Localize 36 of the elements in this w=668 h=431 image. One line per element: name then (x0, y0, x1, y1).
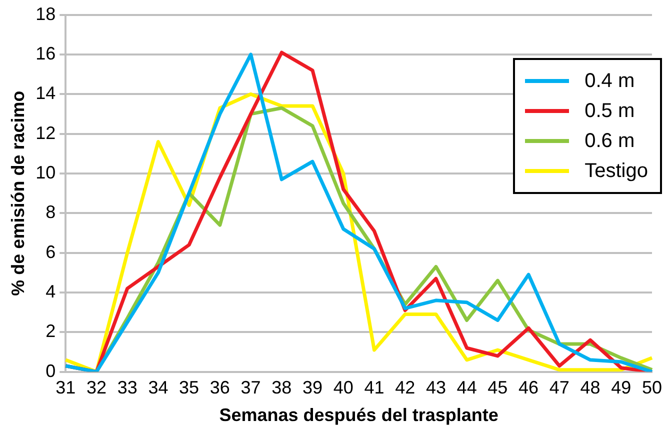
x-tick-label: 33 (117, 378, 138, 398)
x-tick-label: 34 (148, 378, 168, 398)
legend-label: 0.4 m (584, 70, 635, 92)
y-tick-label: 0 (46, 360, 56, 381)
x-tick-label: 47 (549, 378, 570, 398)
x-tick-label: 50 (642, 378, 662, 398)
x-tick-label: 48 (580, 378, 600, 398)
x-tick-label: 43 (426, 378, 446, 398)
y-tick-label: 8 (46, 202, 56, 222)
x-tick-label: 36 (210, 378, 230, 398)
x-tick-label: 37 (240, 378, 261, 398)
y-tick-label: 4 (46, 281, 56, 302)
x-tick-label: 42 (395, 378, 416, 398)
y-axis-title: % de emisión de racimo (8, 90, 28, 296)
y-tick-label: 14 (36, 83, 56, 104)
y-tick-label: 12 (36, 122, 56, 143)
x-tick-label: 32 (86, 378, 106, 398)
legend-label: 0.6 m (584, 130, 635, 152)
x-tick-label: 38 (272, 378, 292, 398)
y-tick-label: 2 (46, 321, 56, 342)
legend-label: 0.5 m (584, 100, 635, 122)
y-tick-label: 18 (36, 4, 56, 24)
x-tick-label: 31 (56, 378, 76, 398)
y-tick-label: 6 (46, 242, 56, 262)
x-tick-label: 41 (364, 378, 384, 398)
y-tick-label: 16 (36, 43, 56, 64)
x-tick-label: 44 (456, 378, 477, 398)
x-tick-label: 46 (518, 378, 539, 398)
x-tick-label: 49 (611, 378, 632, 398)
x-tick-label: 45 (488, 378, 508, 398)
x-tick-label: 39 (302, 378, 323, 398)
x-tick-label: 35 (179, 378, 200, 398)
legend-label: Testigo (584, 160, 648, 182)
x-axis-title: Semanas después del trasplante (219, 405, 498, 426)
y-tick-label: 10 (36, 162, 56, 182)
x-tick-label: 40 (333, 378, 354, 398)
